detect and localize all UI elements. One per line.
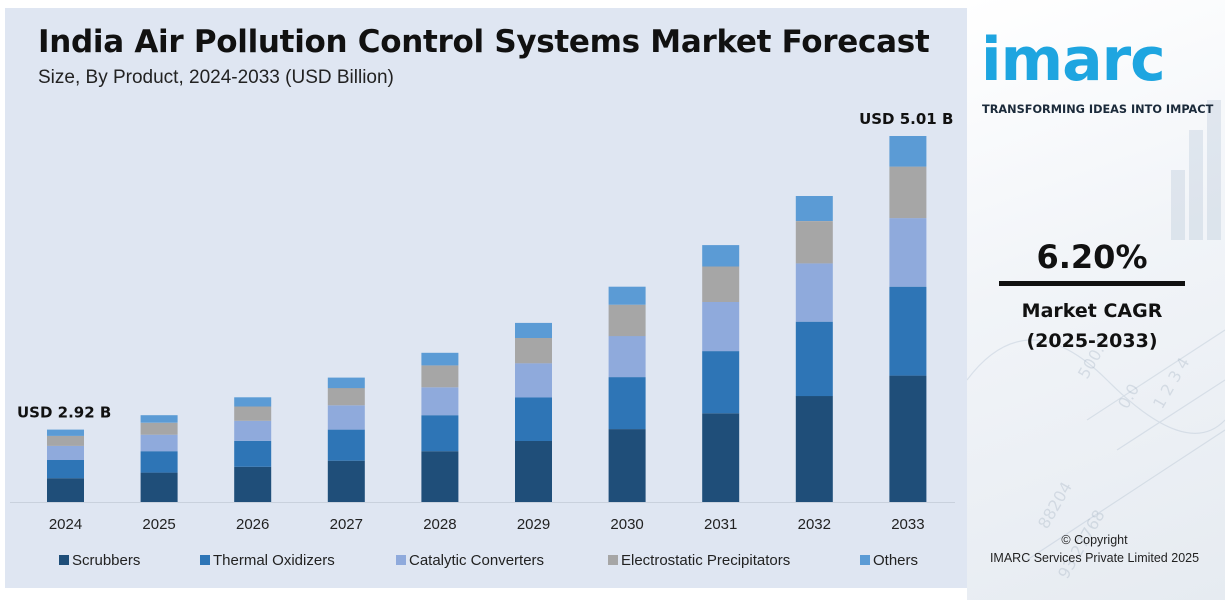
bar-segment-2025-thermal-oxidizers: [140, 451, 178, 473]
legend-swatch: [608, 555, 618, 565]
legend-label: Scrubbers: [72, 552, 140, 569]
cagr-value: 6.20%: [1036, 238, 1148, 276]
bar-segment-2028-scrubbers: [421, 451, 459, 502]
bar-segment-2031-thermal-oxidizers: [702, 351, 740, 414]
bar-segment-2033-thermal-oxidizers: [889, 286, 927, 376]
x-tick-label: 2024: [49, 516, 82, 533]
bar-segment-2030-thermal-oxidizers: [608, 377, 646, 430]
bar-segment-2031-electrostatic-precipitators: [702, 266, 740, 302]
bar-segment-2029-catalytic-converters: [515, 363, 552, 398]
bar-segment-2033-others: [889, 136, 927, 167]
bar-segment-2029-others: [515, 322, 552, 338]
x-tick-label: 2025: [142, 516, 175, 533]
svg-text:88204: 88204: [1034, 478, 1076, 532]
stacked-bar-chart: 2024 2025 2026 2027 2028 2029 2030 2031 2032 2033…: [10, 110, 955, 569]
bar-segment-2028-others: [421, 352, 459, 366]
bar-segment-2030-others: [608, 286, 646, 305]
bar-segment-2029-thermal-oxidizers: [515, 397, 552, 441]
side-panel: 0.0 1 2 3 4 500.0 88204 93 27768 imarc T…: [967, 0, 1225, 600]
bar-segment-2031-scrubbers: [702, 413, 740, 502]
bar-segment-2031-catalytic-converters: [702, 302, 740, 352]
x-tick-label: 2028: [423, 516, 456, 533]
bar-segment-2025-electrostatic-precipitators: [140, 422, 178, 435]
bar-segment-2025-scrubbers: [140, 472, 178, 502]
imarc-logo: imarc: [981, 25, 1166, 95]
bar-segment-2024-others: [47, 429, 84, 436]
bar-segment-2030-electrostatic-precipitators: [608, 304, 646, 337]
bar-segment-2024-catalytic-converters: [47, 445, 84, 460]
background-decoration: 0.0 1 2 3 4 500.0 88204 93 27768: [967, 100, 1225, 582]
bar-segment-2027-electrostatic-precipitators: [327, 388, 365, 406]
brand-tagline: TRANSFORMING IDEAS INTO IMPACT: [982, 103, 1214, 116]
bar-segment-2026-thermal-oxidizers: [234, 440, 272, 467]
bar-segment-2027-catalytic-converters: [327, 405, 365, 430]
annotation-labels: USD 2.92 B USD 5.01 B: [17, 110, 953, 422]
bar-segment-2032-catalytic-converters: [795, 263, 833, 322]
x-tick-label: 2029: [517, 516, 550, 533]
x-tick-label: 2032: [798, 516, 831, 533]
bar-segment-2028-thermal-oxidizers: [421, 415, 459, 452]
bar-segment-2027-thermal-oxidizers: [327, 429, 365, 461]
bar-segment-2030-catalytic-converters: [608, 336, 646, 378]
legend-swatch: [396, 555, 406, 565]
svg-text:0.0: 0.0: [1114, 380, 1143, 412]
cagr-period: (2025-2033): [1026, 330, 1158, 352]
bar-segment-2032-scrubbers: [795, 396, 833, 502]
legend-label: Electrostatic Precipitators: [621, 552, 790, 569]
legend-swatch: [200, 555, 210, 565]
chart-subtitle: Size, By Product, 2024-2033 (USD Billion…: [38, 67, 394, 88]
legend: Scrubbers Thermal Oxidizers Catalytic Conv…: [59, 552, 918, 569]
legend-label: Catalytic Converters: [409, 552, 544, 569]
copyright-text: © Copyright: [1061, 533, 1128, 547]
chart-title: India Air Pollution Control Systems Mark…: [38, 24, 930, 60]
bar-segment-2028-catalytic-converters: [421, 387, 459, 416]
bar-segment-2027-scrubbers: [327, 460, 365, 502]
bar-segment-2025-catalytic-converters: [140, 434, 178, 452]
bar-segment-2024-thermal-oxidizers: [47, 460, 84, 479]
annotation-label: USD 5.01 B: [859, 110, 953, 128]
x-tick-label: 2033: [891, 516, 924, 533]
bar-segment-2024-scrubbers: [47, 478, 84, 502]
bar-segment-2032-others: [795, 196, 833, 221]
x-tick-label: 2030: [610, 516, 643, 533]
bar-segment-2033-catalytic-converters: [889, 218, 927, 287]
bar-segment-2026-electrostatic-precipitators: [234, 406, 272, 421]
bar-segment-2024-electrostatic-precipitators: [47, 435, 84, 446]
bar-segment-2025-others: [140, 415, 178, 423]
legend-swatch: [59, 555, 69, 565]
svg-text:1 2 3 4: 1 2 3 4: [1149, 354, 1193, 412]
cagr-label: Market CAGR: [1021, 300, 1163, 322]
x-tick-label: 2026: [236, 516, 269, 533]
legend-swatch: [860, 555, 870, 565]
bar-segment-2027-others: [327, 377, 365, 389]
bar-segment-2026-scrubbers: [234, 466, 272, 502]
bar-segment-2033-scrubbers: [889, 375, 927, 502]
x-tick-labels: 2024 2025 2026 2027 2028 2029 2030 2031 2032 2033: [49, 516, 925, 533]
bar-group: [10, 136, 955, 503]
cagr-divider: [999, 281, 1185, 286]
bar-segment-2030-scrubbers: [608, 429, 646, 502]
legend-label: Others: [873, 552, 918, 569]
bar-segment-2026-catalytic-converters: [234, 420, 272, 441]
bar-segment-2033-electrostatic-precipitators: [889, 166, 927, 219]
x-tick-label: 2027: [330, 516, 363, 533]
company-name: IMARC Services Private Limited 2025: [989, 551, 1200, 565]
bar-segment-2032-electrostatic-precipitators: [795, 221, 833, 264]
bar-segment-2029-scrubbers: [515, 441, 552, 502]
bar-segment-2032-thermal-oxidizers: [795, 321, 833, 397]
bar-segment-2031-others: [702, 245, 740, 267]
legend-label: Thermal Oxidizers: [213, 552, 335, 569]
annotation-label: USD 2.92 B: [17, 404, 111, 422]
bar-segment-2029-electrostatic-precipitators: [515, 338, 552, 364]
bar-segment-2028-electrostatic-precipitators: [421, 365, 459, 388]
x-tick-label: 2031: [704, 516, 737, 533]
bar-segment-2026-others: [234, 397, 272, 407]
